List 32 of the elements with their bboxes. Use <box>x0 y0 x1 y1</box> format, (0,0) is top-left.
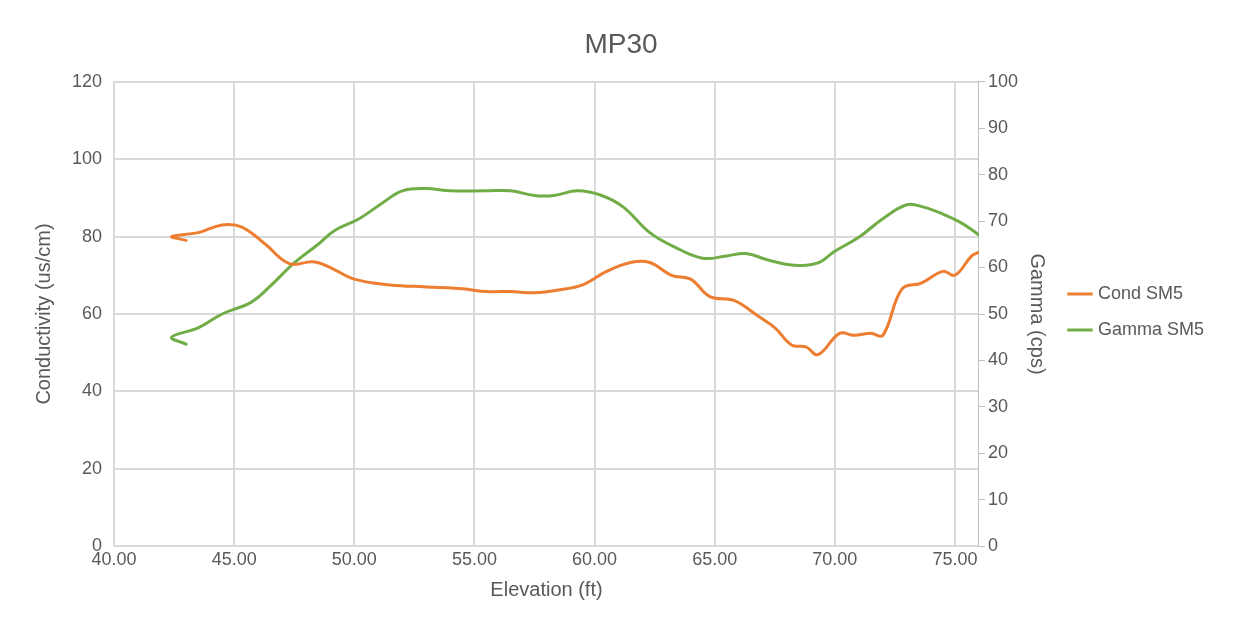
y2-tick-label: 20 <box>987 442 1008 463</box>
chart-title: MP30 <box>584 27 658 59</box>
y-axis-title: Conductivity (us/cm) <box>31 223 54 405</box>
y2-tick-label: 80 <box>987 163 1008 184</box>
y2-tick-label: 30 <box>987 395 1008 416</box>
y2-tick-label: 90 <box>987 117 1008 138</box>
y2-tick-label: 40 <box>987 349 1008 370</box>
line-series <box>170 223 979 357</box>
x-tick-label: 60.00 <box>572 549 618 570</box>
y2-tick-label: 10 <box>987 488 1008 509</box>
y-tick-label: 120 <box>71 70 103 91</box>
x-tick-label: 65.00 <box>692 549 738 570</box>
x-tick-label: 55.00 <box>451 549 497 570</box>
y-tick-label: 80 <box>82 225 103 246</box>
legend-label: Cond SM5 <box>1097 282 1184 303</box>
line-series <box>170 186 979 346</box>
x-tick-label: 50.00 <box>331 549 377 570</box>
y2-axis-title: Gamma (cps) <box>1027 253 1050 375</box>
y2-tick-label: 70 <box>987 210 1008 231</box>
y2-tick-label: 60 <box>987 256 1008 277</box>
x-tick-label: 75.00 <box>932 549 978 570</box>
y-tick-label: 40 <box>82 380 103 401</box>
y2-tick-label: 0 <box>987 535 998 556</box>
x-tick-label: 45.00 <box>211 549 257 570</box>
y-tick-label: 20 <box>82 457 103 478</box>
y2-tick-label: 100 <box>987 70 1018 91</box>
y-tick-label: 60 <box>82 302 103 323</box>
y-tick-label: 100 <box>71 148 103 169</box>
legend-label: Gamma SM5 <box>1097 318 1205 339</box>
x-axis-title: Elevation (ft) <box>490 577 603 600</box>
x-tick-label: 70.00 <box>812 549 858 570</box>
y2-tick-label: 50 <box>987 302 1008 323</box>
